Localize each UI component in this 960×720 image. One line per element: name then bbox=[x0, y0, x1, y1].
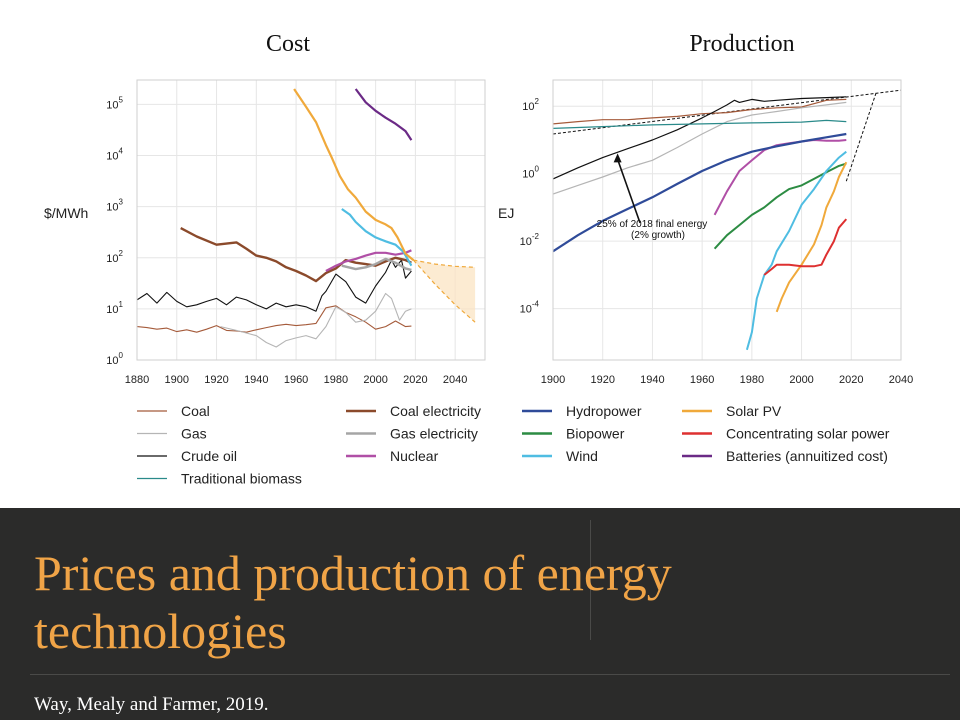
production-annotation-text: (2% growth) bbox=[631, 230, 685, 241]
production-series-concentrating-solar-power bbox=[763, 218, 848, 276]
legend-label: Hydropower bbox=[566, 403, 642, 419]
cost-y-axis-label: $/MWh bbox=[44, 205, 88, 221]
production-chart: 1900 1920 1940 1960 1980 2000 2020 2040 10-4 10-2… bbox=[520, 79, 913, 386]
production-plot-frame bbox=[552, 79, 902, 361]
cost-x-tick-label: 1980 bbox=[324, 374, 348, 386]
production-series-crude-oil bbox=[553, 96, 847, 180]
cost-series-solar-pv bbox=[293, 88, 415, 261]
cost-series-crude-oil bbox=[137, 259, 412, 312]
legend-item-crude-oil: Crude oil bbox=[137, 448, 237, 464]
production-x-tick-label: 2000 bbox=[789, 374, 813, 386]
legend-item-wind: Wind bbox=[522, 448, 598, 464]
production-x-tick-label: 1900 bbox=[541, 374, 565, 386]
legend-item-solar-pv: Solar PV bbox=[682, 403, 782, 419]
legend-label: Batteries (annuitized cost) bbox=[726, 448, 888, 464]
cost-series-coal-electricity bbox=[180, 227, 412, 283]
production-series-group bbox=[553, 89, 901, 351]
legend-label: Traditional biomass bbox=[181, 471, 302, 487]
cost-x-tick-label: 1920 bbox=[204, 374, 228, 386]
legend-label: Gas electricity bbox=[390, 426, 478, 442]
production-y-axis-label: EJ bbox=[498, 205, 514, 221]
title-banner: Prices and production of energy technolo… bbox=[0, 508, 960, 720]
legend-item-nuclear: Nuclear bbox=[346, 448, 439, 464]
cost-x-tick-label: 1880 bbox=[125, 374, 149, 386]
legend-item-traditional-biomass: Traditional biomass bbox=[137, 471, 302, 487]
production-annotation-text: 25% of 2018 final energy bbox=[597, 219, 708, 230]
cost-series-batteries-annuitized-cost bbox=[354, 88, 413, 141]
cost-x-tick-label: 2040 bbox=[443, 374, 467, 386]
cost-chart-title: Cost bbox=[266, 31, 310, 57]
production-growth-line-1 bbox=[845, 92, 877, 182]
production-x-tick-label: 1980 bbox=[740, 374, 764, 386]
cost-y-tick-label: 104 bbox=[106, 147, 123, 163]
slide-source-citation: Way, Mealy and Farmer, 2019. bbox=[34, 694, 269, 715]
cost-x-tick-label: 2000 bbox=[363, 374, 387, 386]
legend-label: Nuclear bbox=[390, 448, 439, 464]
production-y-tick-label: 102 bbox=[522, 97, 539, 113]
cost-plot-area bbox=[137, 80, 485, 360]
cost-series-gas bbox=[220, 292, 412, 348]
production-series-gas bbox=[553, 101, 847, 195]
cost-y-tick-label: 103 bbox=[106, 198, 123, 214]
legend-label: Solar PV bbox=[726, 403, 782, 419]
production-x-tick-label: 2040 bbox=[889, 374, 913, 386]
legend-item-batteries-annuitized-cost: Batteries (annuitized cost) bbox=[682, 448, 888, 464]
cost-x-tick-label: 1940 bbox=[244, 374, 268, 386]
legend-label: Concentrating solar power bbox=[726, 426, 890, 442]
cost-forecast-lower-line bbox=[412, 259, 476, 323]
legend-item-concentrating-solar-power: Concentrating solar power bbox=[682, 426, 890, 442]
legend-label: Wind bbox=[566, 448, 598, 464]
legend-item-coal-electricity: Coal electricity bbox=[346, 403, 481, 419]
legend-label: Coal electricity bbox=[390, 403, 481, 419]
legend-item-hydropower: Hydropower bbox=[522, 403, 642, 419]
cost-series-wind bbox=[341, 208, 413, 267]
cost-series-nuclear bbox=[325, 249, 412, 272]
charts-svg: Cost Production $/MWh EJ Coal Gas Crude oi… bbox=[44, 31, 913, 487]
cost-x-tick-label: 1900 bbox=[165, 374, 189, 386]
cost-y-tick-label: 102 bbox=[106, 249, 123, 265]
slide-title: Prices and production of energy technolo… bbox=[34, 545, 672, 659]
production-y-tick-label: 100 bbox=[522, 165, 539, 181]
production-series-biopower bbox=[713, 162, 847, 250]
cost-series-group bbox=[137, 88, 476, 348]
production-x-tick-label: 1960 bbox=[690, 374, 714, 386]
production-chart-title: Production bbox=[689, 31, 794, 57]
production-x-tick-label: 1920 bbox=[590, 374, 614, 386]
production-series-hydropower bbox=[553, 132, 847, 253]
cost-plot-frame bbox=[136, 79, 486, 361]
cost-y-tick-label: 100 bbox=[106, 351, 123, 367]
production-annotation-arrowhead bbox=[613, 153, 622, 163]
legend-label: Biopower bbox=[566, 426, 625, 442]
cost-series-coal bbox=[137, 305, 412, 333]
cost-series-gas-electricity bbox=[341, 257, 412, 272]
banner-divider-vertical bbox=[590, 520, 591, 640]
production-series-coal bbox=[553, 98, 847, 125]
production-series-wind bbox=[745, 150, 847, 351]
cost-chart: 1880 1900 1920 1940 1960 1980 2000 2020 2040 100 1… bbox=[106, 79, 486, 386]
production-annotation-arrow bbox=[616, 159, 641, 224]
legend-label: Coal bbox=[181, 403, 210, 419]
production-series-solar-pv bbox=[775, 161, 848, 313]
banner-divider-horizontal bbox=[30, 674, 950, 675]
cost-x-tick-label: 1960 bbox=[284, 374, 308, 386]
cost-x-tick-label: 2020 bbox=[403, 374, 427, 386]
legend-item-coal: Coal bbox=[137, 403, 210, 419]
production-x-tick-label: 2020 bbox=[839, 374, 863, 386]
production-y-tick-label: 10-4 bbox=[520, 300, 540, 316]
legend-item-gas-electricity: Gas electricity bbox=[346, 426, 478, 442]
cost-forecast-upper-line bbox=[413, 259, 476, 268]
production-x-tick-label: 1940 bbox=[640, 374, 664, 386]
legend-label: Gas bbox=[181, 426, 207, 442]
legend-item-gas: Gas bbox=[137, 426, 207, 442]
cost-y-tick-label: 101 bbox=[106, 300, 123, 316]
legend-label: Crude oil bbox=[181, 448, 237, 464]
figure-area: Cost Production $/MWh EJ Coal Gas Crude oi… bbox=[44, 31, 914, 487]
cost-y-tick-label: 105 bbox=[106, 95, 123, 111]
production-y-tick-label: 10-2 bbox=[520, 232, 540, 248]
legend: Coal Gas Crude oil Traditional biomass Coal … bbox=[137, 403, 890, 487]
legend-item-biopower: Biopower bbox=[522, 426, 625, 442]
cost-forecast-band bbox=[413, 260, 476, 323]
production-series-traditional-biomass bbox=[553, 119, 847, 129]
